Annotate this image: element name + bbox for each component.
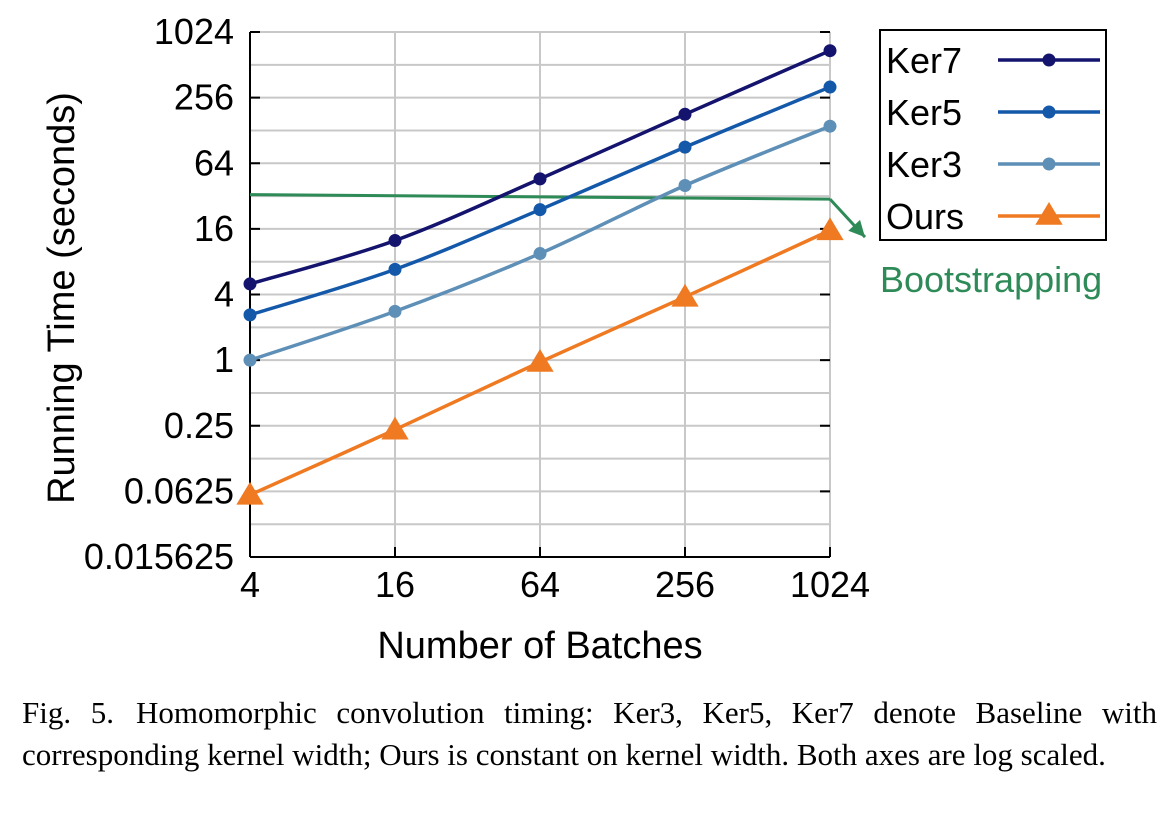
legend-label-ker7: Ker7 bbox=[886, 40, 962, 81]
figure-caption: Fig. 5. Homomorphic convolution timing: K… bbox=[22, 692, 1157, 776]
bootstrapping-line: Bootstrapping bbox=[249, 193, 1102, 300]
x-tick-label: 4 bbox=[240, 564, 260, 605]
y-tick-label: 64 bbox=[194, 142, 234, 183]
legend-label-ours: Ours bbox=[886, 196, 964, 237]
x-tick-label: 256 bbox=[655, 564, 715, 605]
annotation-arrowhead bbox=[848, 219, 865, 238]
legend-marker-ker7 bbox=[1042, 53, 1056, 67]
data-point-ker3 bbox=[388, 304, 402, 318]
x-tick-label: 16 bbox=[375, 564, 415, 605]
data-point-ker5 bbox=[243, 308, 257, 322]
y-tick-label: 0.25 bbox=[164, 405, 234, 446]
y-tick-label: 1024 bbox=[154, 11, 234, 52]
data-point-ker5 bbox=[388, 262, 402, 276]
legend-box bbox=[879, 29, 1107, 241]
data-point-ker7 bbox=[678, 107, 692, 121]
data-point-ker7 bbox=[243, 277, 257, 291]
y-tick-label: 0.0625 bbox=[124, 470, 234, 511]
y-axis-label: Running Time (seconds) bbox=[41, 92, 83, 504]
data-point-ker7 bbox=[388, 234, 402, 248]
x-axis-label: Number of Batches bbox=[377, 625, 702, 667]
chart-grid bbox=[249, 31, 831, 558]
data-point-ours bbox=[671, 283, 699, 307]
data-point-ker3 bbox=[678, 178, 692, 192]
series-group bbox=[236, 44, 844, 505]
x-axis-ticks: 4 16 64 256 1024 bbox=[240, 547, 870, 605]
data-point-ker7 bbox=[823, 44, 837, 58]
legend-label-ker5: Ker5 bbox=[886, 92, 962, 133]
data-point-ours bbox=[526, 349, 554, 372]
data-point-ker3 bbox=[823, 119, 837, 133]
data-point-ker5 bbox=[823, 80, 837, 94]
caption-text: Homomorphic convolution timing: Ker3, Ke… bbox=[22, 695, 1158, 772]
data-point-ker3 bbox=[533, 247, 547, 261]
legend: Ker7 Ker5 Ker3 Ours bbox=[879, 29, 1107, 241]
y-tick-label: 1 bbox=[214, 339, 234, 380]
line-chart: 0.015625 0.0625 0.25 1 4 16 64 256 1024 4 16 64 256… bbox=[41, 11, 1107, 667]
data-point-ours bbox=[236, 481, 264, 505]
y-tick-label: 0.015625 bbox=[84, 536, 234, 577]
x-tick-label: 1024 bbox=[790, 564, 870, 605]
data-point-ours bbox=[381, 416, 409, 440]
y-tick-label: 16 bbox=[194, 208, 234, 249]
data-point-ker5 bbox=[678, 140, 692, 154]
data-point-ker5 bbox=[533, 203, 547, 217]
x-tick-label: 64 bbox=[520, 564, 560, 605]
y-axis-ticks: 0.015625 0.0625 0.25 1 4 16 64 256 1024 bbox=[84, 11, 830, 577]
data-point-ker3 bbox=[243, 353, 257, 367]
bootstrapping-annotation: Bootstrapping bbox=[880, 259, 1102, 300]
data-point-ours bbox=[816, 217, 844, 241]
data-point-ker7 bbox=[533, 172, 547, 186]
legend-marker-ours bbox=[1035, 202, 1063, 225]
caption-label: Fig. 5. bbox=[22, 695, 114, 730]
bootstrapping-line-path bbox=[249, 193, 831, 201]
y-tick-label: 256 bbox=[174, 77, 234, 118]
y-tick-label: 4 bbox=[214, 274, 234, 315]
legend-marker-ker5 bbox=[1042, 105, 1056, 119]
legend-marker-ker3 bbox=[1042, 157, 1056, 171]
legend-label-ker3: Ker3 bbox=[886, 144, 962, 185]
